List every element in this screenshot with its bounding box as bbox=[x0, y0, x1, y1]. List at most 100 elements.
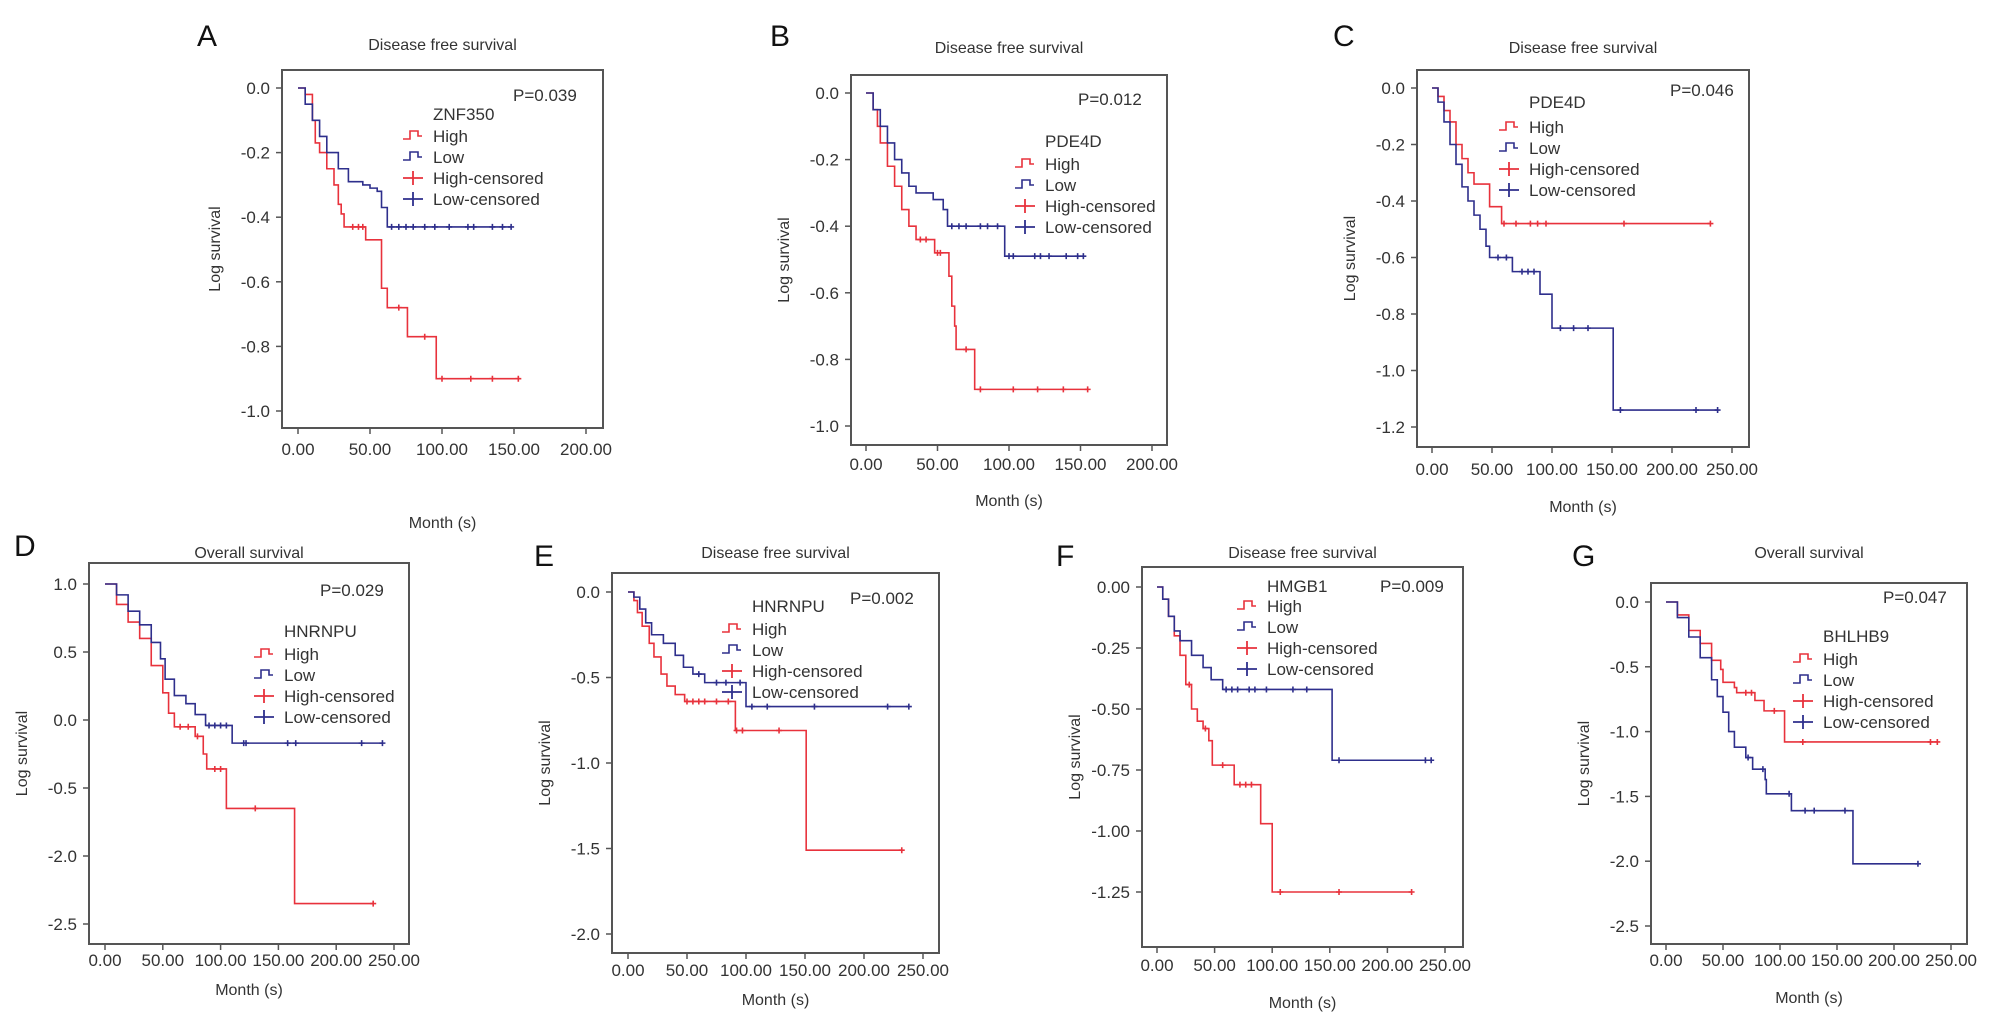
censor-mark-low bbox=[1234, 686, 1241, 693]
x-tick-label: 50.00 bbox=[1471, 460, 1514, 479]
x-tick-label: 250.00 bbox=[1925, 951, 1977, 970]
legend-gene: PDE4D bbox=[1045, 132, 1102, 151]
censor-mark-high bbox=[252, 805, 259, 812]
censor-mark-high bbox=[1543, 220, 1549, 227]
legend-item: Low bbox=[752, 641, 784, 660]
censor-mark-low bbox=[1063, 253, 1070, 260]
x-tick-label: 0.00 bbox=[281, 440, 314, 459]
y-tick-label: -0.75 bbox=[1091, 761, 1130, 780]
panel-e: E Disease free survival 0.00 50.00 100.00 150… bbox=[534, 540, 949, 1009]
x-tick-label: 0.00 bbox=[1415, 460, 1448, 479]
legend-censor-icon bbox=[1237, 641, 1257, 655]
panel-letter: F bbox=[1056, 540, 1074, 573]
y-axis-label: Log survival bbox=[1576, 721, 1593, 806]
legend-censor-icon bbox=[722, 664, 742, 678]
x-tick-label: 150.00 bbox=[1811, 951, 1863, 970]
y-tick-label: 0.0 bbox=[53, 711, 77, 730]
y-tick-label: -0.5 bbox=[48, 779, 77, 798]
censor-mark-low bbox=[1759, 766, 1766, 773]
legend-item: Low bbox=[284, 666, 316, 685]
y-tick-label: -0.6 bbox=[1376, 249, 1405, 268]
censor-mark-high bbox=[917, 236, 924, 243]
panel-title: Disease free survival bbox=[935, 40, 1084, 57]
legend-step-icon bbox=[1237, 621, 1256, 631]
censor-mark-low bbox=[217, 722, 224, 729]
censor-mark-low bbox=[1617, 407, 1624, 414]
censor-mark-high bbox=[489, 375, 496, 382]
y-tick-label: -0.50 bbox=[1091, 700, 1130, 719]
p-value: P=0.002 bbox=[850, 589, 914, 608]
y-axis-label: Log survival bbox=[537, 720, 554, 805]
censor-mark-low bbox=[1303, 686, 1310, 693]
censor-mark-high bbox=[1501, 220, 1507, 227]
censor-mark-high bbox=[185, 723, 192, 730]
curve-low bbox=[1666, 601, 1918, 865]
x-tick-label: 150.00 bbox=[488, 440, 540, 459]
legend-item: Low-censored bbox=[284, 708, 391, 727]
legend-step-icon bbox=[403, 130, 422, 140]
legend-item: High bbox=[1823, 650, 1858, 669]
legend-censor-icon bbox=[403, 171, 423, 185]
censor-mark-high bbox=[1927, 738, 1934, 745]
censor-mark-low bbox=[963, 223, 970, 230]
censor-mark-high bbox=[359, 223, 366, 230]
y-tick-label: -0.2 bbox=[810, 151, 839, 170]
censor-mark-high bbox=[1034, 386, 1041, 393]
legend-item: Low-censored bbox=[1045, 218, 1152, 237]
legend-gene: PDE4D bbox=[1529, 93, 1586, 112]
censor-mark-low bbox=[464, 223, 471, 230]
panel-letter: G bbox=[1572, 540, 1595, 573]
legend-censor-icon bbox=[722, 685, 742, 699]
legend-item: High bbox=[1045, 155, 1080, 174]
censor-mark-low bbox=[1914, 860, 1921, 867]
y-tick-label: -1.25 bbox=[1091, 883, 1130, 902]
censor-mark-high bbox=[1527, 220, 1534, 227]
censor-mark-low bbox=[1570, 325, 1577, 332]
x-tick-label: 200.00 bbox=[1361, 956, 1413, 975]
x-tick-label: 0.00 bbox=[849, 455, 882, 474]
censor-mark-high bbox=[467, 375, 474, 382]
x-tick-label: 250.00 bbox=[897, 961, 949, 980]
panel-title: Overall survival bbox=[1754, 545, 1863, 562]
panel-letter: E bbox=[534, 540, 554, 573]
panel-title: Disease free survival bbox=[701, 545, 850, 562]
censor-mark-high bbox=[370, 900, 377, 907]
censor-mark-high bbox=[439, 375, 445, 382]
legend-item: High bbox=[752, 620, 787, 639]
y-tick-label: -1.0 bbox=[571, 754, 600, 773]
censor-mark-high bbox=[1236, 781, 1243, 788]
curve-low bbox=[1432, 87, 1718, 411]
censor-mark-low bbox=[764, 703, 771, 710]
censor-mark-high bbox=[1248, 781, 1255, 788]
curve-low bbox=[866, 92, 1084, 257]
censor-mark-low bbox=[379, 740, 386, 747]
censor-mark-low bbox=[722, 679, 729, 686]
censor-mark-low bbox=[984, 223, 991, 230]
x-tick-label: 250.00 bbox=[368, 951, 420, 970]
censor-mark-high bbox=[1799, 738, 1806, 745]
legend-censor-icon bbox=[1793, 694, 1813, 708]
censor-mark-low bbox=[1263, 686, 1270, 693]
x-tick-label: 50.00 bbox=[666, 961, 709, 980]
censor-mark-low bbox=[905, 703, 912, 710]
y-axis-label: Log survival bbox=[1342, 216, 1359, 301]
p-value: P=0.029 bbox=[320, 581, 384, 600]
censor-mark-high bbox=[923, 236, 930, 243]
panel-a: A Disease free survival 0.00 50.00 100.00 150… bbox=[197, 20, 612, 532]
censor-mark-high bbox=[1277, 889, 1284, 895]
panel-title: Disease free survival bbox=[1509, 40, 1658, 57]
y-tick-label: -0.6 bbox=[810, 284, 839, 303]
censor-mark-low bbox=[737, 679, 744, 686]
censor-mark-low bbox=[1031, 253, 1038, 260]
x-tick-label: 150.00 bbox=[1586, 460, 1638, 479]
curve-high bbox=[1432, 87, 1711, 225]
p-value: P=0.039 bbox=[513, 86, 577, 105]
y-tick-label: -2.5 bbox=[48, 915, 77, 934]
x-tick-label: 100.00 bbox=[1246, 956, 1298, 975]
censor-mark-high bbox=[977, 386, 984, 393]
p-value: P=0.012 bbox=[1078, 90, 1142, 109]
legend-item: High-censored bbox=[284, 687, 395, 706]
y-tick-label: -0.2 bbox=[1376, 136, 1405, 155]
y-tick-label: -1.2 bbox=[1376, 418, 1405, 437]
legend-step-icon bbox=[1499, 121, 1518, 131]
